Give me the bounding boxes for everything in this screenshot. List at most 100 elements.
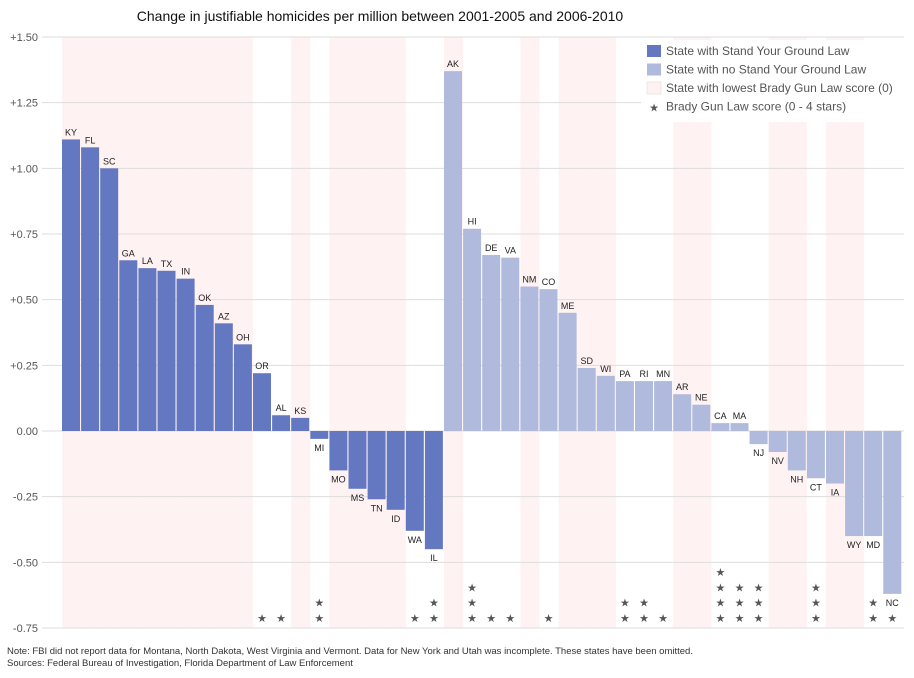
bar-tn <box>367 431 386 500</box>
bar-label: PA <box>619 369 630 379</box>
bar-ca <box>711 423 730 431</box>
y-tick-label: +1.50 <box>10 32 38 44</box>
bar-hi <box>463 228 482 431</box>
bar-ri <box>635 381 653 431</box>
bar-ar <box>673 394 692 431</box>
bar-me <box>558 312 577 431</box>
lowest-brady-band <box>673 37 693 628</box>
lowest-brady-band <box>291 37 311 628</box>
star-icon: ★ <box>811 598 821 610</box>
lowest-brady-band <box>577 37 597 628</box>
bar-az <box>214 323 233 431</box>
star-icon: ★ <box>276 613 286 625</box>
bar-label: AZ <box>218 311 230 321</box>
bar-wy <box>845 431 864 537</box>
brady-stars: ★ ★ ★ ★ ★ ★ ★ ★ ★ ★ ★ ★ ★ ★ ★ ★ ★ ★ ★ ★ ★ ★ ★ ★ ★ ★ ★ ★ ★ ★ ★ ★ ★ ★ <box>257 567 897 625</box>
star-icon: ★ <box>467 598 477 610</box>
chart: +1.50 +1.25 +1.00 +0.75 +0.50 +0.25 0.00 -0.25 -… <box>10 8 911 635</box>
star-icon: ★ <box>811 582 821 594</box>
bar-sd <box>577 367 596 431</box>
y-tick-label: +1.00 <box>10 163 38 175</box>
legend-label: State with no Stand Your Ground Law <box>666 63 866 77</box>
bar-ak <box>444 71 462 431</box>
bar-label: ME <box>561 301 575 311</box>
bar-ky <box>62 139 80 431</box>
star-icon: ★ <box>620 598 630 610</box>
bar-fl <box>81 147 100 431</box>
bar-label: FL <box>85 135 96 145</box>
bar-label: NC <box>886 598 899 608</box>
y-tick-label: +0.50 <box>10 295 38 307</box>
star-icon: ★ <box>429 613 439 625</box>
bar-oh <box>233 344 252 431</box>
bar-label: MS <box>351 493 365 503</box>
bar-label: TX <box>161 259 173 269</box>
bar-pa <box>615 381 634 431</box>
bar-label: MD <box>866 540 880 550</box>
lowest-brady-band <box>826 37 846 628</box>
bar-sc <box>100 168 119 432</box>
bar-ma <box>730 423 749 431</box>
star-icon: ★ <box>735 582 745 594</box>
bar-label: CT <box>810 482 822 492</box>
star-icon: ★ <box>658 613 668 625</box>
bar-label: KS <box>294 406 306 416</box>
bar-nv <box>768 431 787 453</box>
legend-swatch-no-syg <box>647 63 661 76</box>
bar-wa <box>405 431 424 531</box>
bar-label: WI <box>600 364 611 374</box>
star-icon: ★ <box>754 598 764 610</box>
bar-in <box>176 278 195 431</box>
bar-label: MN <box>656 369 670 379</box>
bar-va <box>501 257 520 431</box>
star-icon: ★ <box>639 613 649 625</box>
bar-label: MI <box>314 443 324 453</box>
star-icon: ★ <box>257 613 267 625</box>
legend: State with Stand Your Ground Law State wi… <box>641 40 911 122</box>
lowest-brady-band <box>787 37 807 628</box>
star-icon: ★ <box>811 613 821 625</box>
bar-label: AL <box>276 403 287 413</box>
legend-label: State with lowest Brady Gun Law score (0… <box>666 81 893 95</box>
star-icon: ★ <box>715 582 725 594</box>
bar-label: WA <box>408 535 422 545</box>
bar-mi <box>310 431 329 439</box>
bar-md <box>864 431 883 537</box>
legend-swatch-syg <box>647 45 661 57</box>
legend-swatch-lowest-brady <box>646 81 662 95</box>
bar-or <box>253 373 271 431</box>
y-tick-label: 0.00 <box>17 426 38 438</box>
star-icon: ★ <box>715 613 725 625</box>
bar-label: RI <box>640 369 649 379</box>
bar-label: ID <box>391 514 401 524</box>
bar-co <box>539 289 558 431</box>
star-icon: ★ <box>314 613 324 625</box>
lowest-brady-band <box>386 37 406 628</box>
lowest-brady-band <box>692 37 712 628</box>
note-text: Note: FBI did not report data for Montan… <box>7 646 693 657</box>
lowest-brady-band <box>329 37 349 628</box>
bar-il <box>424 431 443 550</box>
y-tick-label: -0.50 <box>13 557 38 569</box>
bar-label: IA <box>831 488 840 498</box>
bar-label: OR <box>255 361 269 371</box>
bars <box>62 71 902 594</box>
bar-ne <box>692 404 711 431</box>
star-icon: ★ <box>620 613 630 625</box>
star-icon: ★ <box>429 598 439 610</box>
star-icon: ★ <box>467 613 477 625</box>
bar-nh <box>787 431 806 471</box>
y-tick-label: +0.25 <box>10 360 38 372</box>
bar-wi <box>596 375 615 431</box>
lowest-brady-band <box>367 37 387 628</box>
bar-label: AR <box>676 382 689 392</box>
bar-label: IN <box>181 267 190 277</box>
bar-ct <box>806 431 825 479</box>
bar-nj <box>749 431 768 445</box>
star-icon: ★ <box>715 567 725 579</box>
bar-label: GA <box>122 248 135 258</box>
lowest-brady-band <box>768 37 788 628</box>
star-icon: ★ <box>887 613 897 625</box>
star-icon: ★ <box>410 613 420 625</box>
star-icon: ★ <box>715 598 725 610</box>
